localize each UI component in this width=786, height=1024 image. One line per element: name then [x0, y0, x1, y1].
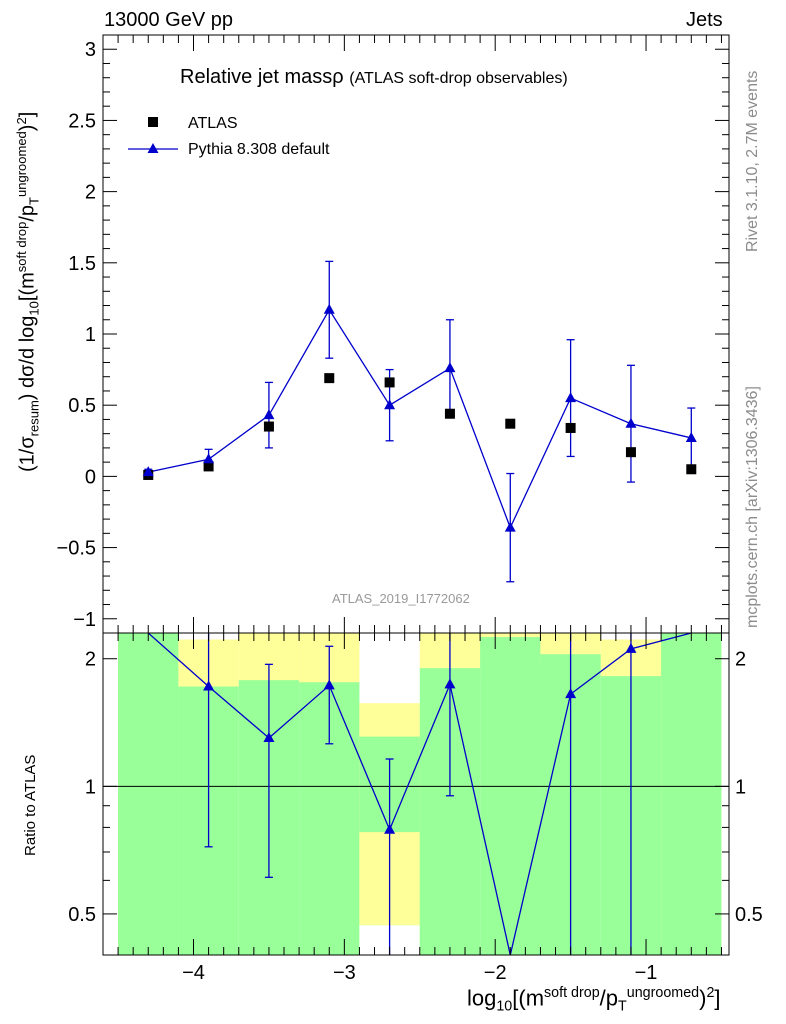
header-right: Jets [686, 9, 723, 31]
ratio-bands [103, 633, 729, 955]
plot-title-sub: (ATLAS soft-drop observables) [349, 70, 568, 87]
rivet-version-label: Rivet 3.1.10, 2.7M events [744, 70, 761, 252]
y-tick-label: 3 [85, 39, 96, 61]
atlas-point [384, 377, 395, 388]
plot-title-symbol: ρ [332, 66, 344, 88]
y-tick-label: 2 [85, 182, 96, 204]
legend-marker-atlas [148, 117, 158, 127]
pythia-point [565, 392, 577, 403]
pythia-point [504, 521, 516, 532]
ratio-point [263, 732, 275, 743]
ratio-band-green [480, 637, 541, 955]
atlas-point [505, 418, 516, 429]
ratio-y-tick-label: 1 [85, 776, 96, 798]
ratio-band-green [118, 633, 179, 955]
atlas-point [324, 373, 335, 384]
ratio-y-tick-label-right: 1 [735, 776, 746, 798]
pythia-point [142, 466, 154, 477]
ratio-series [147, 633, 692, 955]
pythia-point [263, 409, 275, 420]
atlas-point [444, 408, 455, 419]
analysis-label: ATLAS_2019_I1772062 [332, 591, 470, 606]
atlas-point [565, 422, 576, 433]
ratio-point [203, 680, 215, 691]
y-tick-label: 0.5 [68, 395, 96, 417]
ratio-line [147, 633, 692, 955]
pythia-line [148, 308, 692, 530]
mcplots-label: mcplots.cern.ch [arXiv:1306.3436] [744, 386, 761, 628]
x-tick-label: −4 [182, 962, 205, 984]
x-axis-title: log10[(msoft drop/pTungroomed)2] [467, 985, 721, 1015]
pythia-point [323, 303, 335, 314]
atlas-point [625, 447, 636, 458]
y-tick-label: −0.5 [57, 538, 96, 560]
x-tick-label: −2 [484, 962, 507, 984]
pythia-point [444, 362, 456, 373]
y-tick-label: 0 [85, 466, 96, 488]
atlas-point [686, 464, 697, 475]
legend-label-pythia: Pythia 8.308 default [188, 141, 330, 158]
ratio-y-tick-label-right: 0.5 [735, 904, 763, 926]
main-series [142, 260, 697, 583]
y-tick-label: 1 [85, 324, 96, 346]
y-tick-label: 2.5 [68, 110, 96, 132]
ratio-point [323, 679, 335, 690]
pythia-point [625, 417, 637, 428]
x-tick-label: −1 [635, 962, 658, 984]
y-tick-label: 1.5 [68, 253, 96, 275]
ratio-point [384, 823, 396, 834]
ratio-y-tick-label-right: 2 [735, 649, 746, 671]
main-y-axis-title: (1/σresum) dσ/d log10[(msoft drop/pTungr… [14, 111, 42, 472]
ratio-y-axis-title: Ratio to ATLAS [22, 754, 39, 856]
pythia-point [685, 431, 697, 442]
header-left: 13000 GeV pp [104, 9, 233, 31]
atlas-point [263, 421, 274, 432]
plot-title: Relative jet massρ (ATLAS soft-drop obse… [180, 66, 568, 89]
plot-title-text: Relative jet mass [180, 66, 333, 88]
ratio-y-tick-label: 0.5 [68, 904, 96, 926]
pythia-point [384, 399, 396, 410]
ratio-point [565, 688, 577, 699]
legend-marker-pythia [147, 143, 159, 153]
y-tick-label: −1 [73, 609, 96, 631]
x-tick-label: −3 [333, 962, 356, 984]
legend-label-atlas: ATLAS [188, 115, 238, 132]
ratio-band-green [661, 633, 722, 955]
ratio-point [444, 678, 456, 689]
ratio-y-tick-label: 2 [85, 649, 96, 671]
ratio-point [625, 642, 637, 653]
ratio-frame [102, 632, 730, 956]
atlas-point [203, 461, 214, 472]
pythia-point [203, 453, 215, 464]
